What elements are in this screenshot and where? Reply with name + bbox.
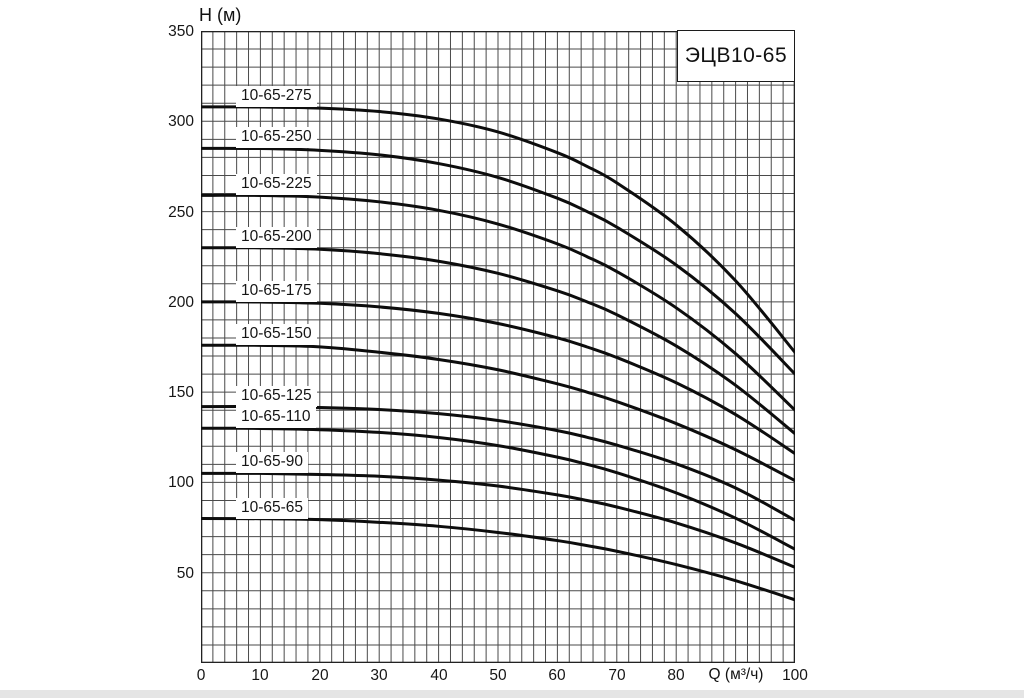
curve-label-10-65-200: 10-65-200 <box>236 227 317 248</box>
bottom-scan-strip <box>0 690 1024 698</box>
y-axis-title: H (м) <box>199 5 242 25</box>
curve-label-10-65-125: 10-65-125 <box>236 386 317 407</box>
x-tick-label: 20 <box>311 667 329 684</box>
pump-curve-10-65-200 <box>201 246 795 436</box>
pump-curve-10-65-250 <box>201 146 795 376</box>
curve-label-10-65-90: 10-65-90 <box>236 452 309 473</box>
curve-label-10-65-175: 10-65-175 <box>236 281 317 302</box>
plot-frame <box>201 31 795 663</box>
pump-curve-10-65-225 <box>201 193 795 412</box>
pump-curve-10-65-110 <box>201 426 795 551</box>
curve-label-10-65-150: 10-65-150 <box>236 324 317 345</box>
pump-curve-10-65-65 <box>201 517 795 602</box>
curve-label-10-65-250: 10-65-250 <box>236 127 317 148</box>
model-title-box: ЭЦВ10-65 <box>677 30 795 82</box>
x-tick-label-last: 100 <box>782 667 808 684</box>
x-tick-label: 10 <box>251 667 269 684</box>
y-tick-label: 150 <box>168 384 194 401</box>
curve-label-10-65-65: 10-65-65 <box>236 498 309 519</box>
plot-area <box>201 31 795 663</box>
curve-label-10-65-110: 10-65-110 <box>236 407 316 428</box>
x-tick-label: 40 <box>430 667 448 684</box>
model-title: ЭЦВ10-65 <box>684 44 788 67</box>
pump-curve-10-65-175 <box>201 300 795 456</box>
pump-curve-10-65-150 <box>201 343 795 483</box>
pump-curve-10-65-90 <box>201 471 795 569</box>
x-tick-label: 50 <box>489 667 507 684</box>
curve-label-10-65-225: 10-65-225 <box>236 174 317 195</box>
pump-curve-10-65-125 <box>201 405 795 522</box>
pump-curve-10-65-275 <box>201 105 795 354</box>
y-tick-label: 200 <box>168 294 194 311</box>
x-tick-label: 0 <box>196 667 206 684</box>
y-tick-label: 350 <box>168 23 194 40</box>
x-tick-label: 70 <box>608 667 626 684</box>
y-tick-label: 300 <box>168 113 194 130</box>
x-axis-title: Q (м³/ч) <box>708 666 764 683</box>
y-tick-label: 50 <box>176 565 194 582</box>
x-tick-label: 30 <box>370 667 388 684</box>
curve-label-10-65-275: 10-65-275 <box>236 86 317 107</box>
x-tick-label: 60 <box>548 667 566 684</box>
y-tick-label: 250 <box>168 204 194 221</box>
x-tick-label: 80 <box>667 667 685 684</box>
y-tick-label: 100 <box>168 474 194 491</box>
